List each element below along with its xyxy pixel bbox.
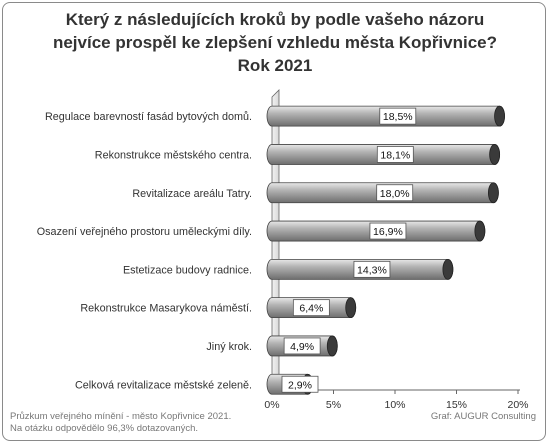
chart-title-line-1: Který z následujících kroků by podle vaš… bbox=[65, 10, 485, 29]
x-tick-label: 10% bbox=[384, 399, 405, 411]
value-label: 4,9% bbox=[290, 341, 314, 353]
value-label-box bbox=[376, 184, 414, 202]
bar-group: Rekonstrukce Masarykova náměstí. 6,4% bbox=[80, 297, 357, 319]
category-label: Rekonstrukce městského centra. bbox=[95, 149, 252, 161]
bar-end-cap bbox=[474, 220, 486, 242]
value-label-box bbox=[369, 222, 407, 240]
bar-end-cap bbox=[442, 258, 454, 280]
value-label-box bbox=[281, 375, 319, 393]
value-label: 16,9% bbox=[373, 226, 403, 238]
value-label-box bbox=[292, 299, 330, 317]
x-tick-label: 15% bbox=[446, 399, 467, 411]
bar-group: Celková revitalizace městské zeleně. 2,9% bbox=[75, 373, 319, 395]
footnote-line-2: Na otázku odpovědělo 96,3% dotazovaných. bbox=[10, 423, 199, 434]
bar-end-cap bbox=[326, 335, 338, 357]
x-tick-label: 5% bbox=[326, 399, 341, 411]
category-label: Celková revitalizace městské zeleně. bbox=[75, 379, 252, 391]
x-tick-label: 20% bbox=[507, 399, 528, 411]
category-label: Osazení veřejného prostoru uměleckými dí… bbox=[37, 226, 252, 238]
value-label: 2,9% bbox=[288, 379, 312, 391]
category-label: Regulace barevností fasád bytových domů. bbox=[45, 111, 252, 123]
chart-title-line-3: Rok 2021 bbox=[237, 56, 313, 75]
source-credit: Graf: AUGUR Consulting bbox=[430, 411, 536, 422]
value-label: 18,0% bbox=[380, 188, 410, 200]
bar-group: Jiný krok. 4,9% bbox=[206, 335, 338, 357]
bar-end-cap bbox=[487, 182, 499, 204]
value-label: 14,3% bbox=[357, 264, 387, 276]
bar-group: Estetizace budovy radnice. 14,3% bbox=[123, 258, 454, 280]
value-label: 18,1% bbox=[380, 149, 410, 161]
value-label-box bbox=[353, 260, 391, 278]
bar-end-cap bbox=[489, 144, 501, 165]
x-tick-label: 0% bbox=[264, 399, 279, 411]
bar-group: Osazení veřejného prostoru uměleckými dí… bbox=[37, 220, 486, 242]
footnote-line-1: Průzkum veřejného mínění - město Kopřivn… bbox=[10, 411, 232, 422]
value-label-box bbox=[283, 337, 321, 355]
value-label: 6,4% bbox=[299, 303, 323, 315]
bar-group: Regulace barevností fasád bytových domů.… bbox=[45, 105, 505, 127]
bar-group: Rekonstrukce městského centra. 18,1% bbox=[95, 144, 501, 165]
footnote: Průzkum veřejného mínění - město Kopřivn… bbox=[10, 411, 231, 435]
bar-end-cap bbox=[494, 105, 505, 127]
bar-end-cap bbox=[345, 297, 357, 319]
category-label: Rekonstrukce Masarykova náměstí. bbox=[80, 303, 252, 315]
chart-title: Který z následujících kroků by podle vaš… bbox=[0, 8, 550, 77]
category-label: Revitalizace areálu Tatry. bbox=[132, 188, 252, 200]
category-label: Estetizace budovy radnice. bbox=[123, 264, 252, 276]
value-label-box bbox=[376, 146, 414, 163]
value-label-box bbox=[379, 107, 417, 125]
category-label: Jiný krok. bbox=[206, 341, 252, 353]
bar-group: Revitalizace areálu Tatry. 18,0% bbox=[132, 182, 499, 204]
value-label: 18,5% bbox=[383, 111, 413, 123]
chart-title-line-2: nejvíce prospěl ke zlepšení vzhledu měst… bbox=[52, 33, 498, 52]
